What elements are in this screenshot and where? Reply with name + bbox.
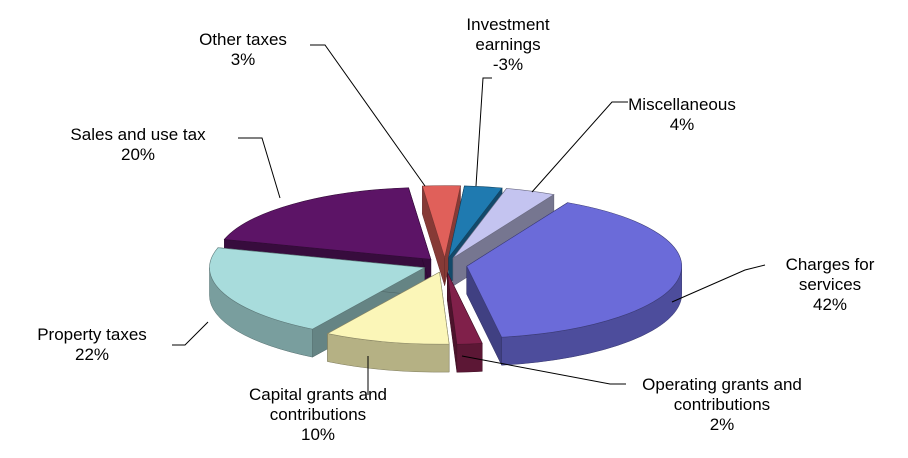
- data-label: Sales and use tax 20%: [38, 125, 238, 165]
- data-label: Charges for services 42%: [780, 255, 880, 315]
- value-label: -3%: [492, 55, 524, 74]
- slice: [452, 188, 555, 259]
- value-label: 10%: [300, 425, 336, 444]
- category-name: Miscellaneous: [628, 95, 736, 114]
- data-label: Capital grants and contributions 10%: [226, 385, 411, 445]
- value-label: 2%: [709, 415, 735, 434]
- data-label: Property taxes 22%: [7, 325, 177, 365]
- value-label: 20%: [120, 145, 156, 164]
- data-label: Miscellaneous 4%: [612, 95, 752, 135]
- leader-line: [461, 355, 626, 385]
- value-label: 3%: [230, 50, 256, 69]
- category-name: Property taxes: [37, 325, 147, 344]
- leader-line: [475, 77, 492, 187]
- slice: [446, 272, 483, 345]
- category-name: Capital grants and contributions: [249, 385, 387, 424]
- leader-line: [238, 137, 281, 199]
- data-label: Investment earnings -3%: [458, 15, 558, 75]
- slice: [209, 247, 426, 330]
- slice: [421, 185, 461, 259]
- slice: [223, 187, 432, 260]
- slice: [466, 202, 683, 338]
- leader-line: [531, 101, 628, 193]
- leader-line: [671, 264, 766, 303]
- category-name: Sales and use tax: [70, 125, 206, 144]
- data-label: Operating grants and contributions 2%: [622, 375, 822, 435]
- category-name: Investment earnings: [466, 15, 550, 54]
- slices: [209, 185, 683, 373]
- category-name: Other taxes: [199, 30, 287, 49]
- data-label: Other taxes 3%: [173, 30, 313, 70]
- leader-line: [310, 44, 426, 187]
- slice: [448, 185, 503, 258]
- value-label: 4%: [669, 115, 695, 134]
- category-name: Operating grants and contributions: [642, 375, 802, 414]
- slice: [326, 271, 450, 345]
- value-label: 22%: [74, 345, 110, 364]
- category-name: Charges for services: [785, 255, 875, 294]
- value-label: 42%: [812, 295, 848, 314]
- leader-line: [172, 321, 209, 346]
